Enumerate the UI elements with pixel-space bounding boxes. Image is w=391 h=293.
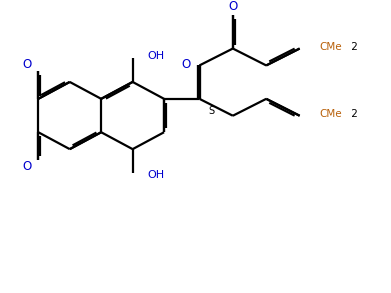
Text: CMe: CMe (319, 109, 342, 119)
Text: 2: 2 (348, 42, 357, 52)
Text: O: O (23, 58, 32, 71)
Text: OH: OH (147, 51, 165, 62)
Text: O: O (181, 58, 190, 71)
Text: O: O (23, 160, 32, 173)
Text: O: O (228, 0, 237, 13)
Text: S: S (208, 106, 214, 116)
Text: OH: OH (147, 170, 165, 180)
Text: CMe: CMe (319, 42, 342, 52)
Text: 2: 2 (348, 109, 357, 119)
